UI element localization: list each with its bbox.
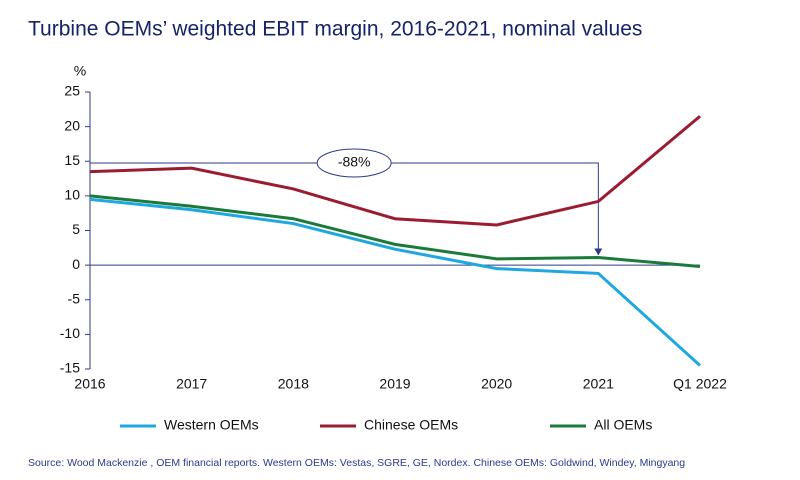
source: Source: Wood Mackenzie , OEM financial r… [28,457,685,469]
series-line [89,194,701,269]
y-tick-label: 10 [64,187,80,203]
y-tick-label: -10 [60,325,80,341]
x-tick-label: Q1 2022 [673,376,727,392]
annotation-box [316,148,392,178]
y-tick-label: -5 [68,290,81,306]
y-tick-label: -15 [60,360,80,376]
x-tick-label: 2019 [379,376,410,392]
x-tick-label: 2021 [583,376,614,392]
legend-label: Chinese OEMs [364,417,458,433]
y-tick-label: 15 [64,152,80,168]
x-tick-label: 2016 [74,376,105,392]
chart-title: Turbine OEMs’ weighted EBIT margin, 2016… [28,18,642,41]
y-tick-label: 25 [64,83,80,99]
x-tick-label: 2017 [176,376,207,392]
annotation: -88% [338,154,371,170]
legend-label: Western OEMs [164,417,259,433]
series-line [89,197,702,367]
x-tick-label: 2018 [278,376,309,392]
y-axis-label: % [74,63,86,79]
annotation-arrow [594,248,603,256]
series-line [89,115,701,227]
y-tick-label: 5 [72,221,80,237]
legend-label: All OEMs [594,417,652,433]
y-tick-label: 20 [64,117,80,133]
x-tick-label: 2020 [481,376,512,392]
y-tick-label: 0 [72,256,80,272]
